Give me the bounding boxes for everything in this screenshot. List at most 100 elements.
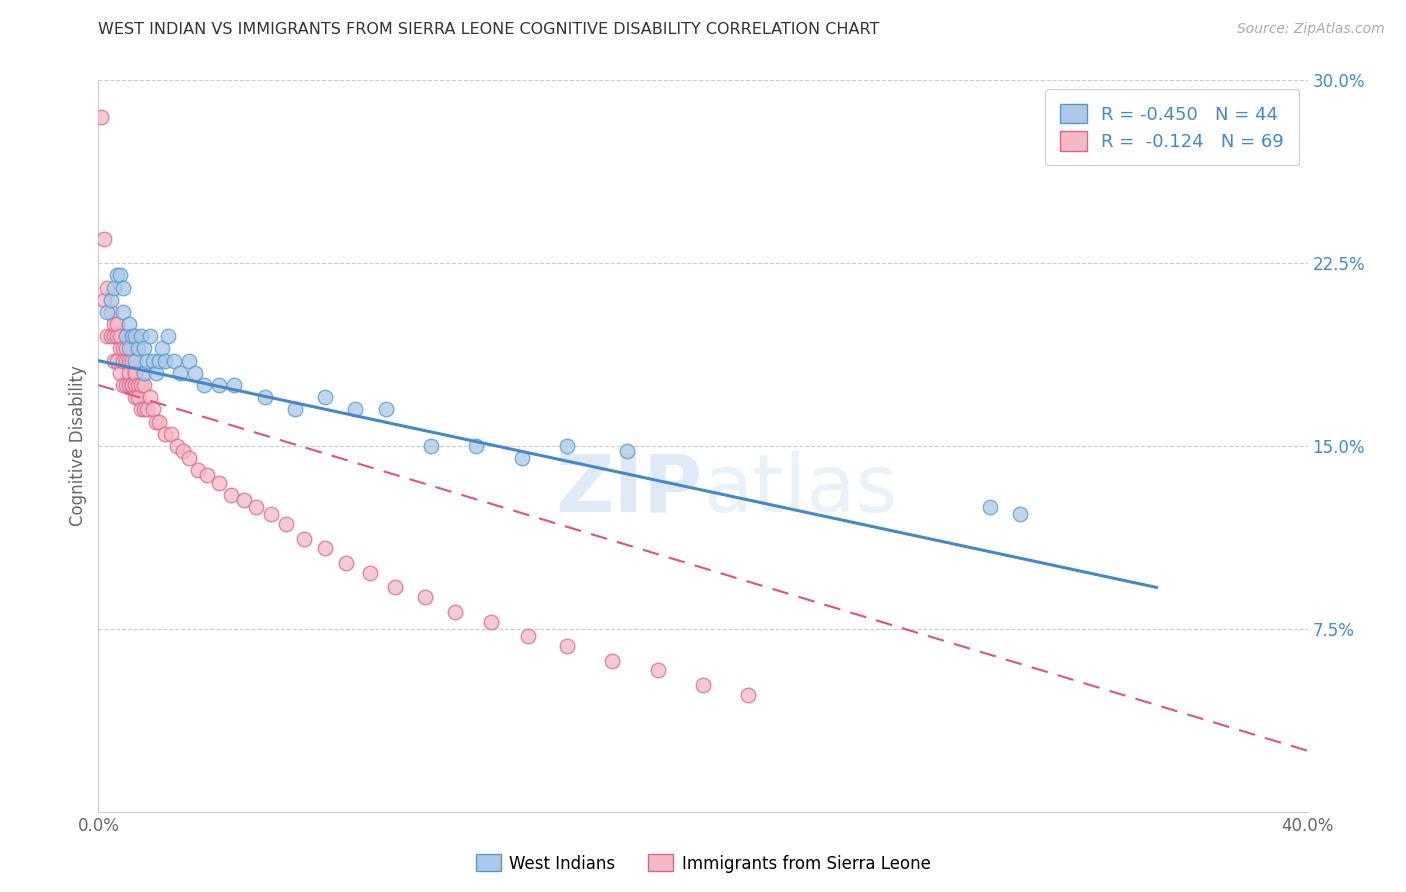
Point xyxy=(208,378,231,392)
Point xyxy=(145,366,167,380)
Point xyxy=(314,541,336,556)
Point xyxy=(111,342,134,356)
Point xyxy=(274,516,297,531)
Point xyxy=(444,605,467,619)
Point xyxy=(314,390,336,404)
Legend: R = -0.450   N = 44, R =  -0.124   N = 69: R = -0.450 N = 44, R = -0.124 N = 69 xyxy=(1046,89,1299,165)
Point xyxy=(150,342,173,356)
Point xyxy=(118,342,141,356)
Point xyxy=(135,353,157,368)
Point xyxy=(142,353,165,368)
Point xyxy=(118,378,141,392)
Point xyxy=(132,378,155,392)
Point xyxy=(616,443,638,458)
Point xyxy=(253,390,276,404)
Point xyxy=(384,581,406,595)
Point xyxy=(96,280,118,294)
Point xyxy=(114,329,136,343)
Point xyxy=(184,366,207,380)
Text: atlas: atlas xyxy=(703,450,897,529)
Point xyxy=(692,678,714,692)
Point xyxy=(647,663,669,677)
Point xyxy=(129,378,152,392)
Point xyxy=(413,590,436,604)
Point xyxy=(737,688,759,702)
Point xyxy=(360,566,382,580)
Point xyxy=(121,378,143,392)
Point xyxy=(124,366,146,380)
Point xyxy=(100,329,122,343)
Point xyxy=(245,500,267,514)
Point xyxy=(124,390,146,404)
Text: WEST INDIAN VS IMMIGRANTS FROM SIERRA LEONE COGNITIVE DISABILITY CORRELATION CHA: WEST INDIAN VS IMMIGRANTS FROM SIERRA LE… xyxy=(98,22,880,37)
Point xyxy=(156,329,179,343)
Point xyxy=(163,353,186,368)
Point xyxy=(153,353,176,368)
Point xyxy=(335,556,357,570)
Point xyxy=(374,402,396,417)
Point xyxy=(124,329,146,343)
Point xyxy=(96,329,118,343)
Point xyxy=(96,305,118,319)
Point xyxy=(979,500,1001,514)
Point xyxy=(121,378,143,392)
Point xyxy=(118,353,141,368)
Point xyxy=(224,378,246,392)
Point xyxy=(221,488,243,502)
Text: ZIP: ZIP xyxy=(555,450,703,529)
Point xyxy=(127,378,149,392)
Y-axis label: Cognitive Disability: Cognitive Disability xyxy=(69,366,87,526)
Point xyxy=(111,353,134,368)
Point xyxy=(100,293,122,307)
Point xyxy=(148,353,170,368)
Point xyxy=(121,329,143,343)
Point xyxy=(121,353,143,368)
Point xyxy=(105,317,128,331)
Point xyxy=(93,293,115,307)
Point xyxy=(108,342,131,356)
Point xyxy=(132,366,155,380)
Point xyxy=(105,353,128,368)
Point xyxy=(103,280,125,294)
Point xyxy=(142,402,165,417)
Point xyxy=(103,329,125,343)
Point xyxy=(344,402,367,417)
Point xyxy=(555,439,578,453)
Point xyxy=(284,402,307,417)
Point xyxy=(420,439,443,453)
Point xyxy=(105,268,128,283)
Point xyxy=(187,463,209,477)
Point xyxy=(111,378,134,392)
Point xyxy=(172,443,194,458)
Point xyxy=(93,232,115,246)
Point xyxy=(111,280,134,294)
Point xyxy=(111,305,134,319)
Point xyxy=(108,268,131,283)
Point xyxy=(132,402,155,417)
Point xyxy=(103,353,125,368)
Point xyxy=(516,629,538,643)
Point xyxy=(145,415,167,429)
Point xyxy=(510,451,533,466)
Point xyxy=(139,390,162,404)
Point xyxy=(114,342,136,356)
Point xyxy=(179,451,201,466)
Point xyxy=(108,329,131,343)
Point xyxy=(602,654,624,668)
Point xyxy=(208,475,231,490)
Point xyxy=(195,468,218,483)
Point xyxy=(169,366,191,380)
Point xyxy=(103,317,125,331)
Point xyxy=(292,532,315,546)
Point xyxy=(139,329,162,343)
Legend: West Indians, Immigrants from Sierra Leone: West Indians, Immigrants from Sierra Leo… xyxy=(468,847,938,880)
Point xyxy=(260,508,283,522)
Point xyxy=(160,426,183,441)
Point xyxy=(148,415,170,429)
Point xyxy=(132,342,155,356)
Point xyxy=(1010,508,1032,522)
Point xyxy=(105,329,128,343)
Point xyxy=(555,639,578,653)
Point xyxy=(114,353,136,368)
Point xyxy=(153,426,176,441)
